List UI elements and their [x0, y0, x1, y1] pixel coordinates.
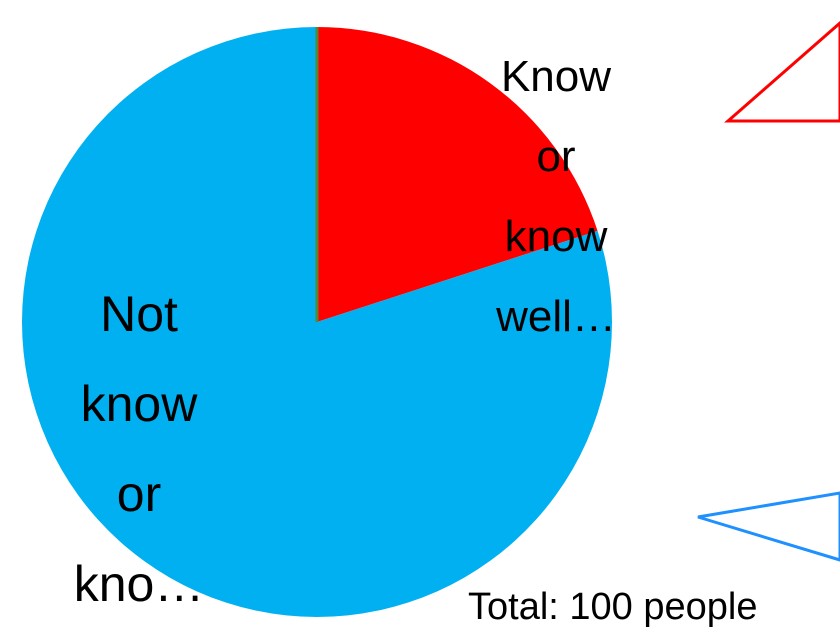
slice-label-not-know: Not know or kno… [74, 286, 205, 612]
total-label: Total: 100 people [468, 586, 758, 628]
callout-shape-blue [697, 491, 840, 562]
pie-slice-not-know [21, 27, 612, 618]
slice-label-know: Know or know well… [495, 52, 616, 341]
callout-shape-red [724, 21, 840, 123]
pie-slice-know [317, 27, 598, 322]
pie-slices [21, 27, 612, 618]
